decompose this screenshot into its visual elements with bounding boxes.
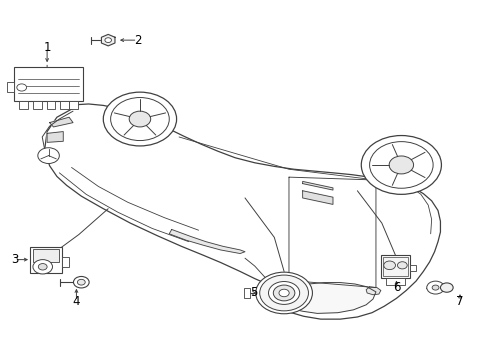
Circle shape <box>38 148 59 163</box>
Circle shape <box>269 282 300 305</box>
Circle shape <box>111 98 169 140</box>
Polygon shape <box>366 287 381 295</box>
Polygon shape <box>47 132 63 142</box>
Circle shape <box>384 261 395 270</box>
Bar <box>244 288 250 298</box>
Circle shape <box>427 281 444 294</box>
Text: 6: 6 <box>392 281 400 294</box>
Bar <box>410 265 416 271</box>
Circle shape <box>38 264 47 270</box>
Bar <box>47 101 55 109</box>
Bar <box>60 101 69 109</box>
Bar <box>6 82 14 92</box>
Circle shape <box>441 283 453 292</box>
Bar <box>30 247 62 273</box>
Text: 1: 1 <box>43 41 51 54</box>
Bar <box>62 257 69 267</box>
Polygon shape <box>303 181 333 190</box>
Bar <box>14 67 83 101</box>
Text: 2: 2 <box>134 33 141 47</box>
Circle shape <box>279 289 289 297</box>
Text: 5: 5 <box>250 287 257 300</box>
Circle shape <box>389 156 414 174</box>
Circle shape <box>273 285 295 301</box>
Circle shape <box>361 135 441 194</box>
Polygon shape <box>169 229 245 253</box>
Polygon shape <box>49 117 73 127</box>
Circle shape <box>74 276 89 288</box>
Bar <box>33 101 42 109</box>
Polygon shape <box>101 35 115 46</box>
Circle shape <box>369 141 433 188</box>
Circle shape <box>260 275 309 311</box>
Circle shape <box>129 111 151 127</box>
Bar <box>19 101 28 109</box>
Circle shape <box>33 260 52 274</box>
Text: 3: 3 <box>11 253 18 266</box>
Circle shape <box>17 84 26 91</box>
Text: 7: 7 <box>456 295 464 308</box>
Bar <box>33 249 59 262</box>
Circle shape <box>432 285 439 290</box>
Bar <box>383 257 408 276</box>
Circle shape <box>397 262 407 269</box>
Circle shape <box>103 92 176 146</box>
Bar <box>381 255 410 278</box>
Polygon shape <box>303 191 333 204</box>
Circle shape <box>77 279 85 285</box>
Text: 4: 4 <box>73 295 80 308</box>
Circle shape <box>256 272 313 314</box>
Bar <box>69 101 78 109</box>
Polygon shape <box>45 104 441 319</box>
Polygon shape <box>274 283 376 314</box>
Circle shape <box>105 38 111 42</box>
Bar <box>386 278 405 285</box>
